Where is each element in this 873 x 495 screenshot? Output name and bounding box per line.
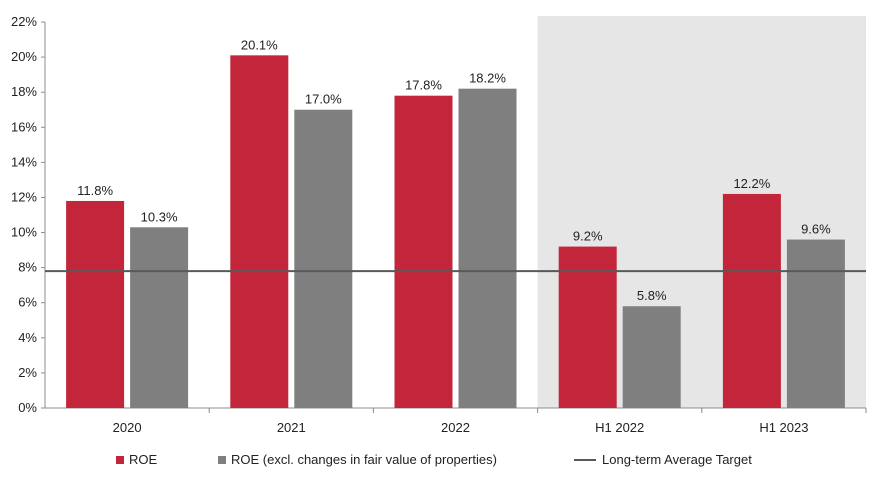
y-tick-label: 8% [18, 260, 37, 275]
legend-label-target: Long-term Average Target [602, 452, 752, 467]
legend-item-roe: ROE [116, 452, 157, 467]
y-tick-label: 20% [11, 49, 37, 64]
y-tick-label: 12% [11, 189, 37, 204]
x-tick-label: H1 2022 [595, 420, 644, 435]
data-label: 17.8% [405, 78, 442, 93]
y-tick-label: 18% [11, 84, 37, 99]
legend-label-roe: ROE [129, 452, 158, 467]
y-tick-label: 10% [11, 225, 37, 240]
legend-item-target: Long-term Average Target [574, 452, 752, 467]
y-tick-label: 4% [18, 330, 37, 345]
y-tick-label: 0% [18, 400, 37, 415]
legend-label-roe-excl: ROE (excl. changes in fair value of prop… [231, 452, 497, 467]
data-label: 5.8% [637, 288, 667, 303]
bar-roe-excl [786, 239, 845, 408]
legend-swatch-roe-excl [218, 455, 226, 464]
chart-plot: 0% 2% 4% 6% 8% 10% 12% 14% 16% 18% 20% 22% 2020 2021 2… [11, 14, 867, 435]
bar-roe [394, 95, 453, 408]
data-label: 12.2% [733, 176, 770, 191]
legend-swatch-roe [116, 455, 124, 464]
data-label: 20.1% [241, 37, 278, 52]
legend-swatch-target [574, 458, 596, 461]
x-tick-label: H1 2023 [759, 420, 808, 435]
y-tick-label: 22% [11, 14, 37, 29]
data-label: 18.2% [469, 71, 506, 86]
bar-roe-excl [130, 227, 189, 408]
bar-roe-excl [294, 109, 353, 409]
x-tick-label: 2020 [113, 420, 142, 435]
y-tick-label: 2% [18, 365, 37, 380]
x-tick-label: 2021 [277, 420, 306, 435]
bar-roe [230, 55, 289, 408]
data-label: 9.2% [573, 229, 603, 244]
legend-item-roe-excl: ROE (excl. changes in fair value of prop… [218, 452, 497, 467]
bar-roe [558, 246, 617, 408]
data-label: 10.3% [141, 209, 178, 224]
legend: ROE ROE (excl. changes in fair value of … [0, 450, 873, 472]
data-label: 11.8% [77, 183, 113, 198]
data-label: 17.0% [305, 92, 342, 107]
bar-roe [722, 193, 781, 408]
data-label: 9.6% [801, 222, 831, 237]
y-tick-label: 14% [11, 154, 37, 169]
bar-roe-excl [622, 306, 681, 408]
y-tick-label: 6% [18, 295, 37, 310]
x-tick-label: 2022 [441, 420, 470, 435]
bar-roe-excl [458, 88, 517, 408]
bar-roe [66, 200, 125, 408]
y-tick-label: 16% [11, 119, 37, 134]
